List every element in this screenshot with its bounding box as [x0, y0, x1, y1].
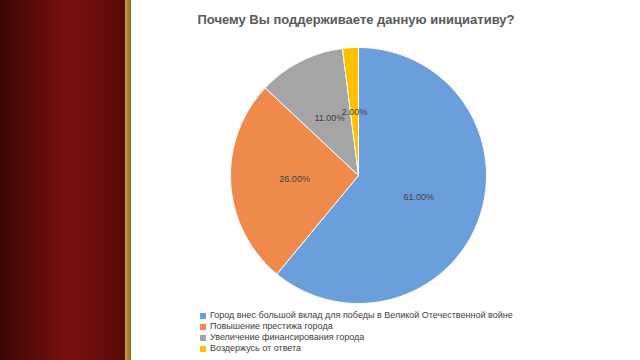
html-text:Увеличение финансирования горо: Увеличение финансирования города	[210, 332, 365, 342]
svg-text:11.00%: 11.00%	[315, 113, 345, 123]
svg-text:26.00%: 26.00%	[279, 174, 310, 184]
html-text:Город внес большой вклад для п: Город внес большой вклад для победы в Ве…	[210, 310, 513, 320]
html-text:Почему Вы поддерживаете данную: Почему Вы поддерживаете данную инициатив…	[197, 12, 515, 27]
html-text:Воздержусь от ответа: Воздержусь от ответа	[210, 343, 302, 353]
svg-text:61.00%: 61.00%	[403, 192, 434, 202]
svg-text:2.00%: 2.00%	[342, 107, 368, 117]
html-text:Повышение престижа города: Повышение престижа города	[210, 321, 333, 331]
